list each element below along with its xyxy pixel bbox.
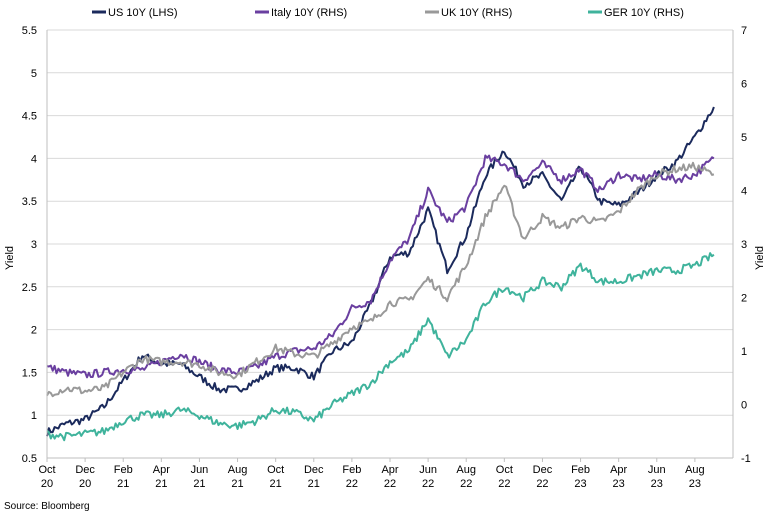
x-tick-year: 21 <box>155 478 167 490</box>
legend-label: Italy 10Y (RHS) <box>271 7 347 19</box>
series-line-ger <box>46 252 715 442</box>
x-tick-month: Dec <box>304 464 324 476</box>
x-tick-year: 22 <box>346 478 358 490</box>
series-lines <box>46 106 715 442</box>
x-tick-month: Apr <box>610 464 627 476</box>
x-tick-year: 21 <box>270 478 282 490</box>
x-tick-year: 22 <box>536 478 548 490</box>
x-tick-month: Aug <box>456 464 476 476</box>
y-left-tick-label: 2 <box>31 325 37 337</box>
y-right-tick-label: 3 <box>741 239 747 251</box>
y-left-tick-label: 3 <box>31 239 37 251</box>
series-line-us <box>46 106 715 437</box>
legend-label: GER 10Y (RHS) <box>604 7 684 19</box>
x-tick-year: 23 <box>651 478 663 490</box>
x-tick-year: 20 <box>79 478 91 490</box>
x-tick-year: 22 <box>460 478 472 490</box>
gridlines <box>47 29 733 416</box>
y-right-tick-label: 2 <box>741 293 747 305</box>
x-tick-year: 23 <box>613 478 625 490</box>
x-tick-month: Feb <box>114 464 133 476</box>
x-tick-month: Feb <box>342 464 361 476</box>
y-left-tick-label: 5 <box>31 68 37 80</box>
x-tick-month: Feb <box>571 464 590 476</box>
x-tick-year: 23 <box>574 478 586 490</box>
y-right-tick-label: -1 <box>741 453 751 465</box>
y-left-tick-label: 1.5 <box>22 367 37 379</box>
x-tick-year: 22 <box>384 478 396 490</box>
x-tick-year: 21 <box>117 478 129 490</box>
x-tick-year: 23 <box>689 478 701 490</box>
x-tick-month: Apr <box>153 464 170 476</box>
y-right-tick-label: 5 <box>741 132 747 144</box>
x-tick-month: Dec <box>533 464 553 476</box>
y-right-tick-label: 7 <box>741 25 747 37</box>
source-note: Source: Bloomberg <box>4 501 90 512</box>
x-tick-month: Oct <box>496 464 513 476</box>
y-right-tick-label: 1 <box>741 346 747 358</box>
legend: US 10Y (LHS) Italy 10Y (RHS) UK 10Y (RHS) G… <box>92 7 684 19</box>
x-tick-year: 22 <box>498 478 510 490</box>
axes: 0.511.522.533.544.555.5-101234567Oct20De… <box>22 25 751 490</box>
y-right-tick-label: 6 <box>741 79 747 91</box>
x-tick-year: 21 <box>231 478 243 490</box>
y-left-tick-label: 3.5 <box>22 196 37 208</box>
x-tick-month: Oct <box>267 464 284 476</box>
x-tick-month: Aug <box>228 464 248 476</box>
x-tick-month: Jun <box>648 464 666 476</box>
x-tick-month: Dec <box>75 464 95 476</box>
x-tick-month: Aug <box>685 464 705 476</box>
x-tick-year: 22 <box>422 478 434 490</box>
series-line-uk <box>46 161 715 398</box>
x-tick-month: Jun <box>419 464 437 476</box>
x-tick-month: Apr <box>381 464 398 476</box>
y-right-tick-label: 4 <box>741 186 747 198</box>
legend-label: UK 10Y (RHS) <box>441 7 512 19</box>
y-left-tick-label: 4.5 <box>22 111 37 123</box>
x-tick-month: Oct <box>38 464 55 476</box>
series-line-italy <box>46 154 715 379</box>
y-left-tick-label: 2.5 <box>22 282 37 294</box>
right-axis-title: Yield <box>754 246 766 270</box>
y-left-tick-label: 5.5 <box>22 25 37 37</box>
x-tick-year: 21 <box>308 478 320 490</box>
legend-label: US 10Y (LHS) <box>108 7 178 19</box>
y-left-tick-label: 0.5 <box>22 453 37 465</box>
y-left-tick-label: 1 <box>31 410 37 422</box>
left-axis-title: Yield <box>4 246 16 270</box>
y-left-tick-label: 4 <box>31 153 37 165</box>
x-tick-year: 20 <box>41 478 53 490</box>
y-right-tick-label: 0 <box>741 400 747 412</box>
x-tick-month: Jun <box>191 464 209 476</box>
x-tick-year: 21 <box>193 478 205 490</box>
